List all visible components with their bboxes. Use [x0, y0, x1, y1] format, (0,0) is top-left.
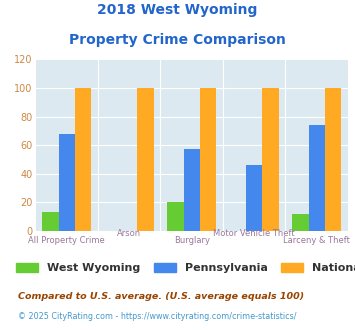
Text: Property Crime Comparison: Property Crime Comparison	[69, 33, 286, 47]
Bar	[167, 202, 184, 231]
Bar	[262, 88, 279, 231]
Text: Motor Vehicle Theft: Motor Vehicle Theft	[213, 229, 295, 238]
Bar	[200, 88, 216, 231]
Bar	[75, 88, 91, 231]
Bar	[246, 165, 262, 231]
Text: Compared to U.S. average. (U.S. average equals 100): Compared to U.S. average. (U.S. average …	[18, 292, 304, 301]
Legend: West Wyoming, Pennsylvania, National: West Wyoming, Pennsylvania, National	[16, 263, 355, 273]
Bar	[292, 214, 308, 231]
Text: © 2025 CityRating.com - https://www.cityrating.com/crime-statistics/: © 2025 CityRating.com - https://www.city…	[18, 312, 296, 321]
Bar	[137, 88, 154, 231]
Bar	[42, 213, 59, 231]
Bar	[325, 88, 341, 231]
Text: 2018 West Wyoming: 2018 West Wyoming	[97, 3, 258, 17]
Text: Arson: Arson	[117, 229, 141, 238]
Bar	[184, 149, 200, 231]
Text: Burglary: Burglary	[174, 236, 210, 245]
Bar	[59, 134, 75, 231]
Bar	[308, 125, 325, 231]
Text: All Property Crime: All Property Crime	[28, 236, 105, 245]
Text: Larceny & Theft: Larceny & Theft	[283, 236, 350, 245]
